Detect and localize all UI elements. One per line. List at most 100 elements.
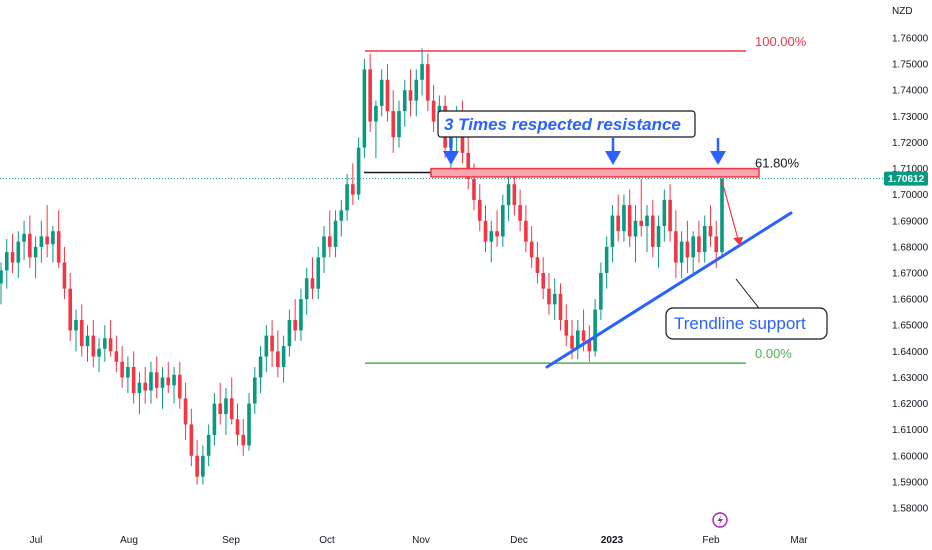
candle-body	[431, 100, 436, 122]
candle-body	[235, 419, 240, 435]
candle-body	[310, 278, 315, 289]
x-tick-label: 2023	[601, 535, 624, 546]
candle-body	[547, 288, 551, 305]
candle-body	[91, 335, 96, 357]
resistance-zone	[430, 167, 760, 178]
x-tick-label: Feb	[702, 535, 720, 546]
candle-body	[679, 241, 684, 263]
candle-body	[201, 455, 205, 477]
candle-body	[501, 205, 505, 237]
candle-body	[224, 398, 228, 414]
candle-body	[633, 220, 638, 237]
trendline-callout-box	[665, 307, 828, 340]
candle-body	[541, 273, 545, 289]
y-tick-label: 1.62000	[892, 399, 929, 410]
candle-body	[79, 320, 84, 347]
candle-body	[166, 377, 171, 386]
candle-body	[33, 246, 38, 258]
candle-body	[472, 179, 476, 200]
resistance-callout-text: 3 Times respected resistance	[444, 115, 681, 134]
candle-body	[22, 233, 26, 242]
candle-body	[0, 270, 3, 284]
candle-body	[581, 330, 586, 341]
candle-body	[466, 152, 471, 179]
candle-body	[512, 184, 517, 206]
candle-body	[385, 79, 390, 112]
x-tick-label: Nov	[412, 535, 430, 546]
candle-body	[477, 199, 482, 221]
candle-body	[564, 320, 569, 336]
candle-body	[154, 372, 159, 388]
y-tick-label: 1.66000	[892, 295, 929, 306]
candle-body	[587, 340, 592, 352]
candle-body	[16, 241, 21, 263]
y-tick-label: 1.72000	[892, 138, 929, 149]
y-tick-label: 1.58000	[892, 504, 929, 515]
candle-body	[206, 434, 211, 456]
x-tick-label: Oct	[319, 535, 335, 546]
fib-level-label: 100.00%	[755, 34, 807, 49]
candle-body	[114, 351, 119, 362]
candle-body	[495, 231, 499, 237]
candle-body	[247, 403, 251, 446]
y-tick-label: 1.60000	[892, 451, 929, 462]
down-arrowhead-icon	[605, 151, 621, 165]
candle-body	[276, 351, 280, 367]
candle-body	[339, 210, 344, 221]
candle-body	[627, 205, 632, 237]
candle-body	[685, 241, 690, 258]
candle-body	[668, 199, 672, 232]
y-tick-label: 1.70000	[892, 190, 929, 201]
current-price-tag: 1.70612	[884, 171, 928, 186]
candle-body	[656, 226, 661, 247]
candle-body	[397, 111, 401, 138]
candle-body	[420, 64, 424, 80]
candle-body	[241, 434, 246, 446]
x-tick-label: Mar	[790, 535, 808, 546]
y-tick-label: 1.63000	[892, 373, 929, 384]
candle-body	[258, 356, 263, 378]
candle-body	[183, 398, 188, 425]
candle-body	[178, 374, 182, 399]
y-tick-label: 1.76000	[892, 34, 929, 45]
x-tick-label: Sep	[222, 535, 240, 546]
fibonacci-levels: 100.00% 61.80% 0.00%	[364, 34, 807, 364]
candle-body	[131, 367, 136, 394]
candle-body	[304, 278, 309, 300]
candle-body	[97, 348, 101, 357]
candle-body	[570, 335, 574, 349]
fib-level-label: 0.00%	[755, 346, 792, 361]
support-trendline	[545, 211, 793, 369]
y-tick-label: 1.59000	[892, 477, 929, 488]
candle-body	[535, 257, 540, 273]
candle-body	[299, 299, 303, 331]
candle-body	[408, 90, 413, 101]
candle-body	[218, 403, 222, 414]
candle-body	[593, 309, 597, 352]
candle-body	[195, 455, 199, 477]
candle-body	[552, 293, 557, 305]
candle-body	[45, 236, 49, 245]
x-tick-label: Jul	[30, 535, 43, 546]
fib-level-label: 61.80%	[755, 155, 800, 170]
candle-body	[708, 226, 713, 237]
candle-body	[39, 236, 44, 247]
candle-body	[702, 226, 707, 253]
y-tick-label: 1.61000	[892, 425, 929, 436]
down-arrowhead-icon	[443, 151, 459, 165]
candle-body	[264, 335, 269, 357]
candle-body	[599, 273, 603, 310]
candle-body	[604, 246, 609, 273]
candle-body	[414, 79, 419, 101]
current-price-tag-bg	[884, 171, 928, 186]
candle-body	[316, 257, 321, 289]
trendline-callout-pointer	[735, 278, 764, 313]
candle-body	[691, 236, 695, 258]
candle-body	[674, 231, 678, 263]
candle-body	[229, 398, 234, 420]
projected-drop-arrow	[721, 180, 739, 240]
y-tick-label: 1.64000	[892, 347, 929, 358]
trendline-callout-text: Trendline support	[674, 314, 806, 333]
time-axis: Jul Aug Sep Oct Nov Dec 2023 Feb Mar	[30, 535, 809, 546]
